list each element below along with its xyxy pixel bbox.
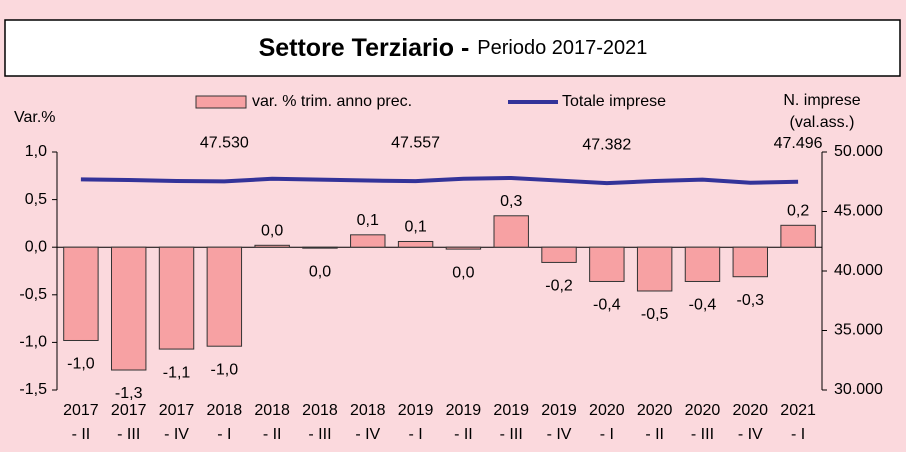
data-label: -0,5 [641, 306, 669, 323]
bar [684, 246, 721, 282]
y2-tick-label: 30.000 [834, 381, 883, 398]
bar [493, 215, 529, 248]
y2-axis-title: (val.ass.) [790, 114, 855, 131]
bar [63, 246, 99, 341]
bar [732, 246, 768, 278]
bar [206, 246, 243, 347]
data-label: 0,2 [787, 203, 809, 220]
x-tick-label: 2018 [302, 402, 338, 419]
y-tick-label: -1,5 [19, 381, 47, 398]
x-tick-label: - I [408, 426, 422, 443]
data-label: 0,0 [261, 223, 283, 240]
y-axis-title: Var.% [14, 109, 56, 126]
y2-axis-title: N. imprese [783, 92, 860, 109]
line-label: 47.530 [200, 135, 249, 152]
data-label: -1,3 [115, 385, 143, 402]
bar [158, 246, 195, 350]
x-tick-label: 2019 [446, 402, 482, 419]
bar [589, 246, 625, 282]
x-tick-label: 2019 [493, 402, 529, 419]
x-tick-label: - II [72, 426, 91, 443]
x-tick-label: 2021 [780, 402, 816, 419]
data-label: -1,1 [163, 364, 191, 381]
x-tick-label: - IV [738, 426, 763, 443]
line-label: 47.557 [391, 134, 440, 151]
bar [780, 224, 816, 248]
bar [254, 244, 290, 248]
bar [541, 246, 577, 263]
x-tick-label: - IV [164, 426, 189, 443]
x-tick-label: - I [600, 426, 614, 443]
y2-tick-label: 35.000 [834, 322, 883, 339]
x-tick-label: 2018 [350, 402, 386, 419]
y2-tick-label: 45.000 [834, 203, 883, 220]
x-tick-label: 2017 [159, 402, 195, 419]
x-tick-label: 2017 [63, 402, 99, 419]
line-label: 47.382 [582, 136, 631, 153]
x-tick-label: 2020 [685, 402, 721, 419]
title-box [4, 19, 901, 77]
x-tick-label: - IV [547, 426, 572, 443]
data-label: -0,3 [736, 292, 764, 309]
x-tick-label: 2017 [111, 402, 147, 419]
x-tick-label: 2018 [207, 402, 243, 419]
x-tick-label: - I [791, 426, 805, 443]
x-tick-label: - II [454, 426, 473, 443]
y-tick-label: -0,5 [19, 286, 47, 303]
line-label: 47.496 [774, 135, 823, 152]
y-tick-label: 1,0 [25, 143, 47, 160]
chart-title: Settore Terziario - [259, 34, 470, 62]
y2-tick-label: 40.000 [834, 262, 883, 279]
x-tick-label: 2020 [589, 402, 625, 419]
y-tick-label: 0,0 [25, 238, 47, 255]
legend-label: var. % trim. anno prec. [252, 93, 412, 110]
x-tick-label: - II [645, 426, 664, 443]
bar [636, 246, 673, 292]
bar [111, 246, 147, 371]
y-tick-label: -1,0 [19, 334, 47, 351]
y2-tick-label: 50.000 [834, 143, 883, 160]
data-label: 0,0 [452, 264, 474, 281]
line [80, 175, 799, 186]
bar [350, 234, 386, 248]
data-label: 0,0 [309, 263, 331, 280]
data-label: -0,4 [689, 297, 717, 314]
x-tick-label: - II [263, 426, 282, 443]
data-label: -0,2 [545, 278, 573, 295]
chart-title-group: Settore Terziario - Periodo 2017-2021 [259, 34, 648, 62]
x-tick-label: 2019 [541, 402, 577, 419]
x-tick-label: - III [500, 426, 523, 443]
x-tick-label: 2020 [637, 402, 673, 419]
bar [397, 240, 434, 248]
bar [445, 246, 482, 250]
chart-subtitle: Periodo 2017-2021 [477, 37, 647, 59]
bar [302, 246, 338, 249]
y-tick-label: 0,5 [25, 191, 47, 208]
legend-label: Totale imprese [562, 93, 666, 110]
x-tick-label: 2018 [254, 402, 290, 419]
x-tick-label: - IV [355, 426, 380, 443]
data-label: 0,1 [404, 219, 426, 236]
x-tick-label: - I [217, 426, 231, 443]
data-label: 0,3 [500, 193, 522, 210]
x-tick-label: 2019 [398, 402, 434, 419]
data-label: -1,0 [67, 356, 95, 373]
data-label: -0,4 [593, 297, 621, 314]
x-tick-label: - III [691, 426, 714, 443]
x-tick-label: - III [117, 426, 140, 443]
data-label: -1,0 [211, 361, 239, 378]
x-tick-label: 2020 [732, 402, 768, 419]
data-label: 0,1 [357, 212, 379, 229]
legend-swatch [195, 95, 247, 109]
x-tick-label: - III [308, 426, 331, 443]
